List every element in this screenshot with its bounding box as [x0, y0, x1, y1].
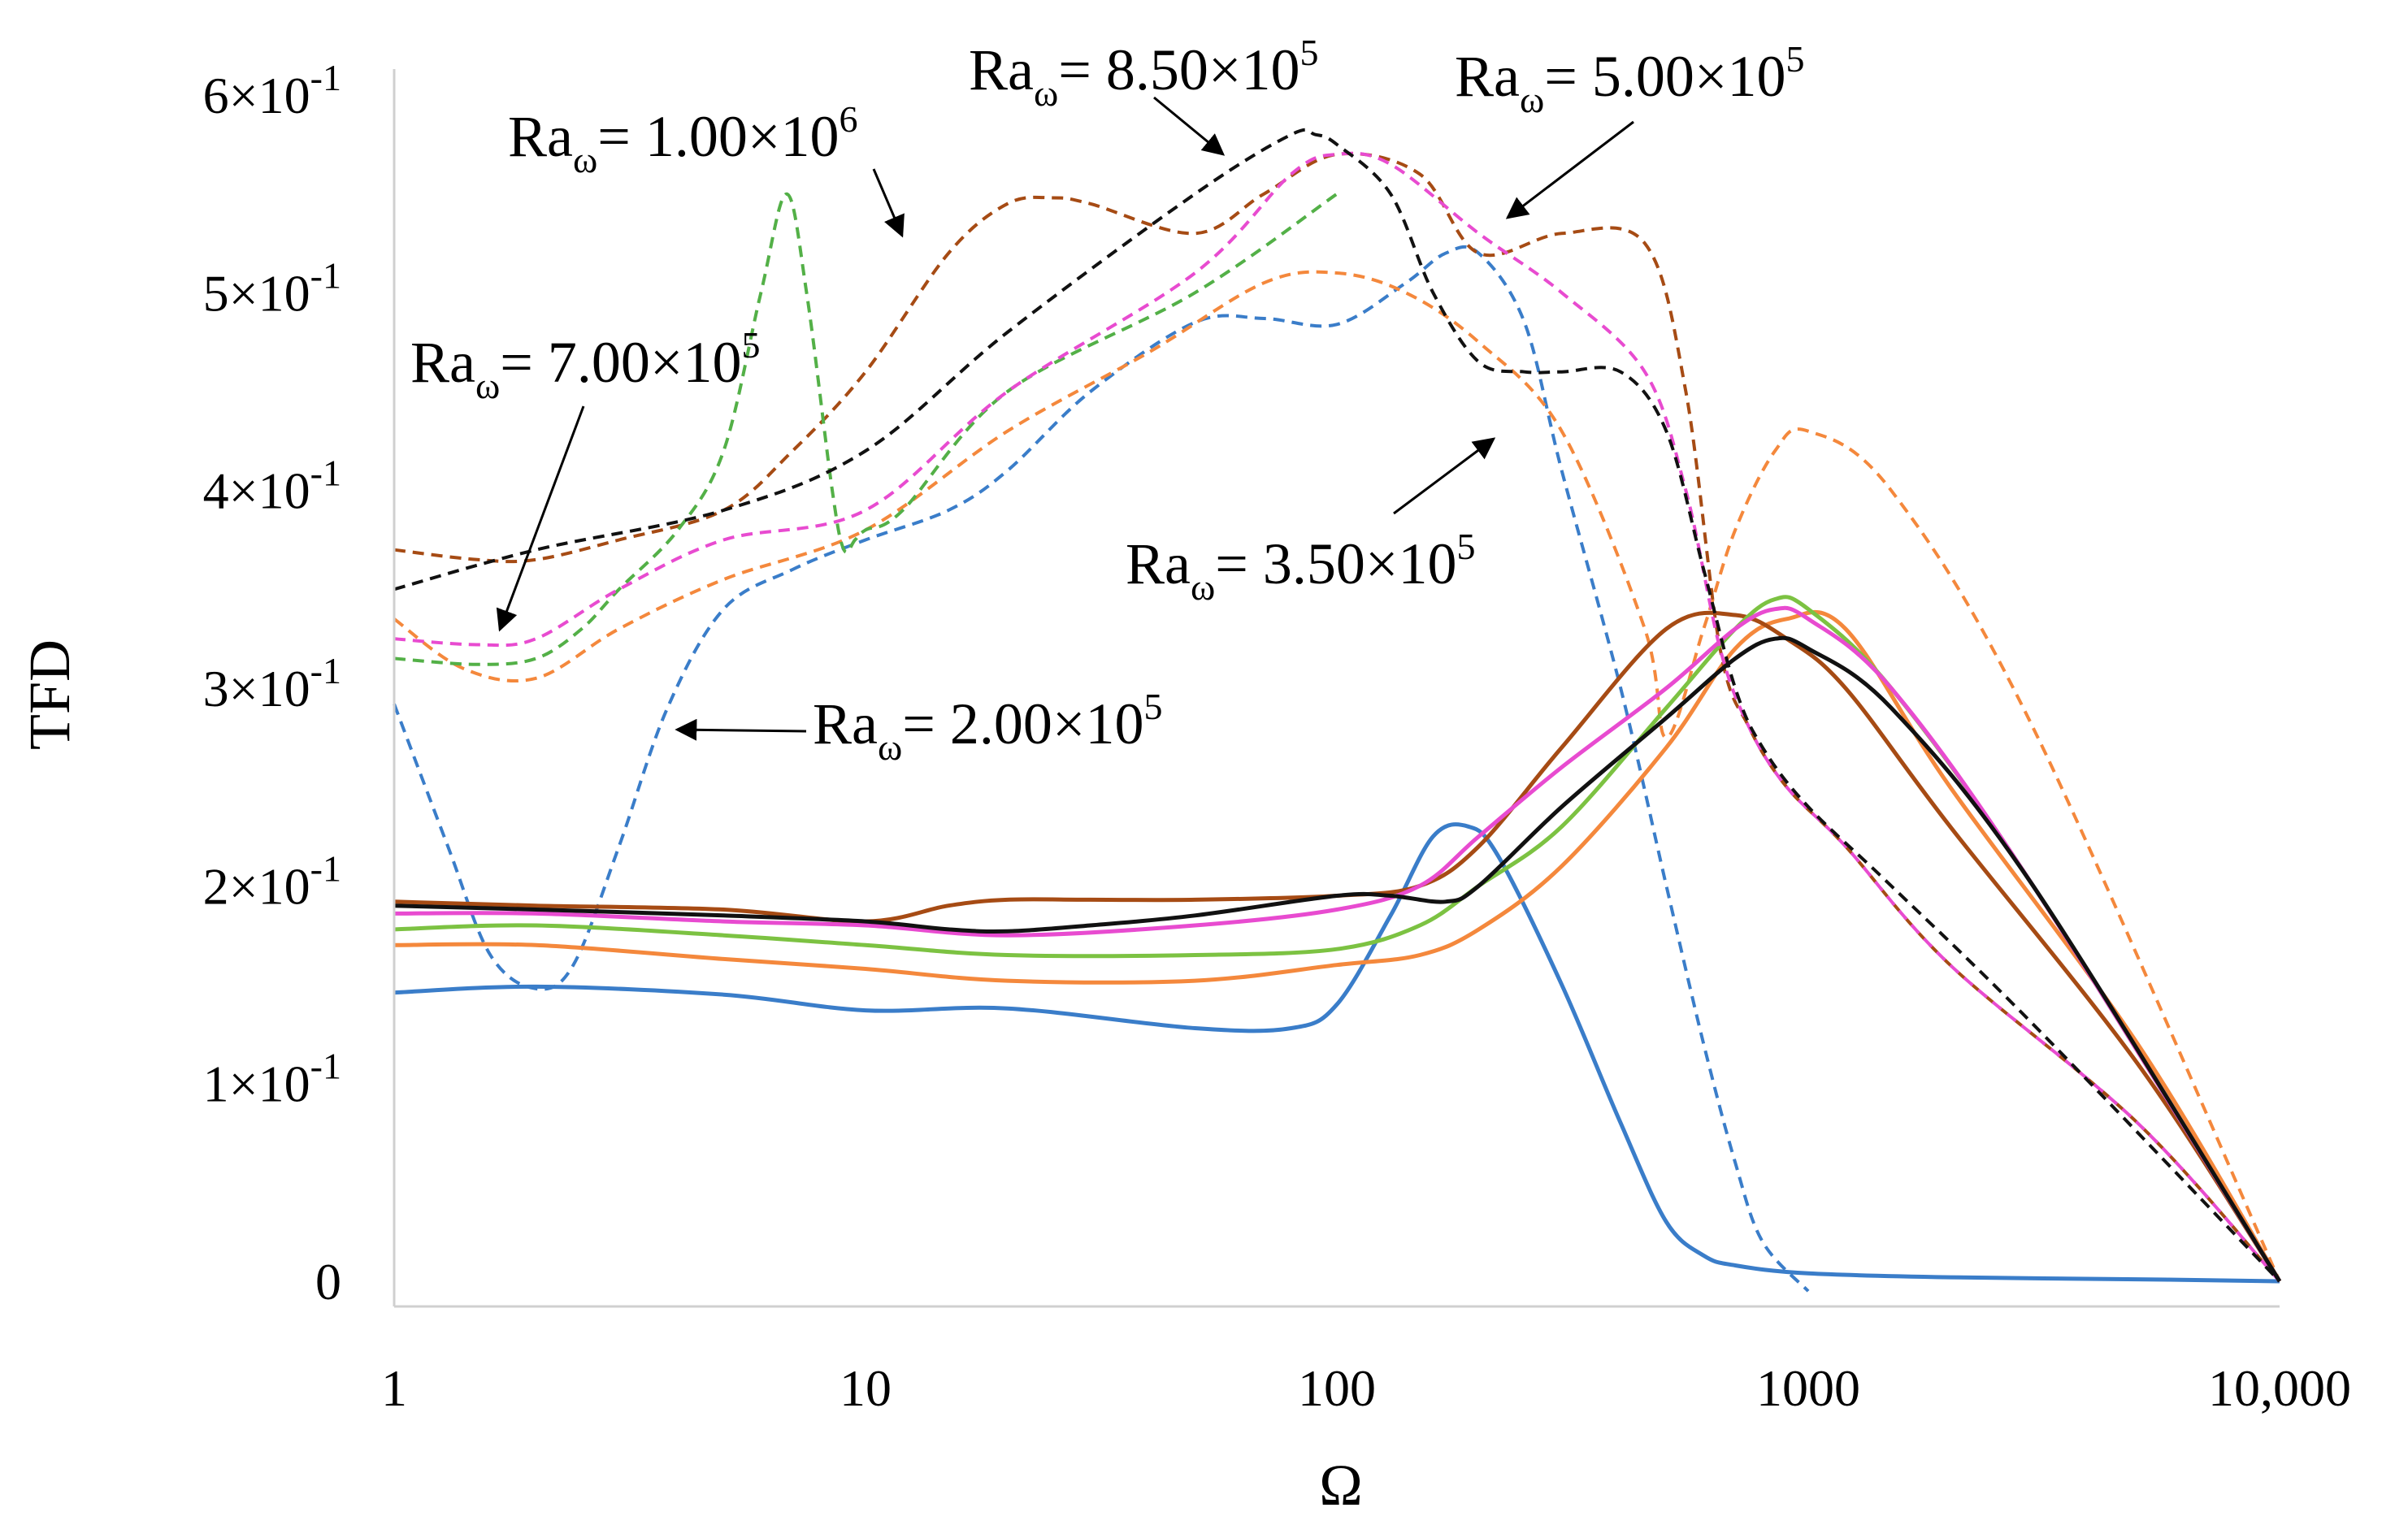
y-tick-label-1: 1×10-1: [203, 1046, 341, 1113]
annotation-ra-5e5: Raω= 5.00×105: [1455, 38, 1804, 120]
x-tick-label-1: 10: [840, 1359, 892, 1417]
x-tick-label-0: 1: [381, 1359, 407, 1417]
series-line-8: [393, 151, 2281, 1283]
series-line-3: [393, 609, 2282, 1283]
y-tick-label-0: 0: [315, 1253, 341, 1311]
annotation-ra-7e5: Raω= 7.00×105: [410, 324, 760, 406]
x-tick-labels: 1 10 100 1000 10,000: [381, 1359, 2351, 1417]
x-tick-label-3: 1000: [1756, 1359, 1860, 1417]
series-line-10: [393, 128, 2281, 1283]
series-line-4: [393, 151, 2281, 1283]
arrow-ra-1e6: [872, 168, 905, 238]
x-tick-label-2: 100: [1298, 1359, 1376, 1417]
annotation-ra-8p5e5: Raω= 8.50×105: [969, 32, 1318, 114]
series-line-5: [393, 610, 2282, 1283]
x-tick-label-4: 10,000: [2208, 1359, 2351, 1417]
series-line-2: [393, 270, 2281, 1282]
arrow-ra-7e5: [496, 405, 585, 632]
arrow-ra-2e5: [675, 718, 807, 741]
y-tick-label-4: 4×10-1: [203, 453, 341, 520]
series-line-11: [393, 635, 2282, 1283]
series-line-0: [393, 245, 1810, 1293]
arrow-ra-5e5: [1505, 120, 1634, 219]
series-line-7: [393, 595, 2282, 1283]
series-line-1: [393, 822, 2280, 1284]
y-tick-label-3: 3×10-1: [203, 650, 341, 717]
arrow-ra-8p5e5: [1153, 96, 1226, 156]
y-tick-labels: 0 1×10-1 2×10-1 3×10-1 4×10-1 5×10-1 6×10-1: [203, 57, 341, 1311]
series-line-6: [393, 192, 1339, 666]
x-axis-title: Ω: [1319, 1453, 1363, 1518]
y-tick-label-6: 6×10-1: [203, 57, 341, 124]
plot-lines: [393, 128, 2282, 1293]
series-line-9: [393, 605, 2282, 1283]
annotation-ra-2e5: Raω= 2.00×105: [813, 686, 1162, 768]
annotation-ra-1e6: Raω= 1.00×106: [508, 98, 857, 180]
y-tick-label-2: 2×10-1: [203, 847, 341, 915]
y-tick-label-5: 5×10-1: [203, 254, 341, 322]
annotation-ra-3p5e5: Raω= 3.50×105: [1126, 526, 1475, 608]
arrow-ra-3p5e5: [1393, 437, 1496, 515]
y-axis-title: TFD: [17, 639, 82, 750]
